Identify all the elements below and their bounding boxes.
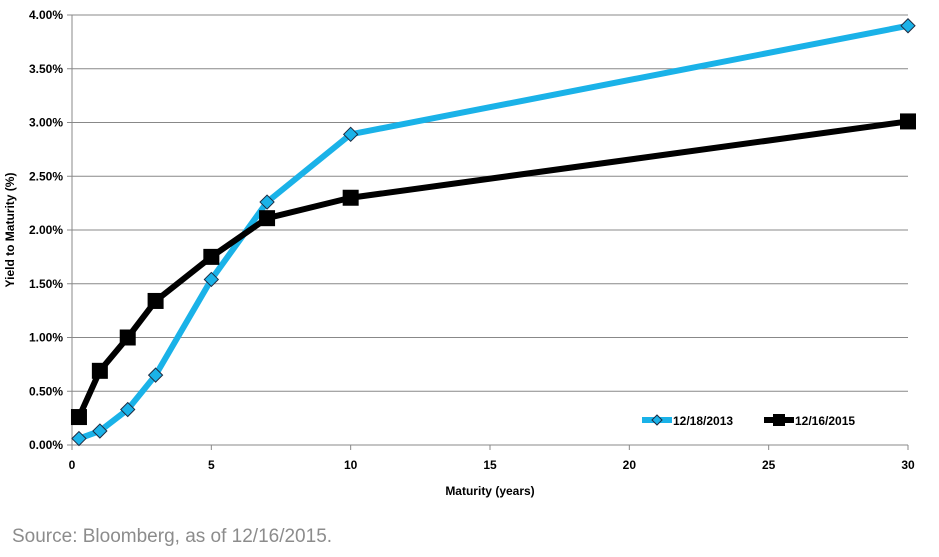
data-point <box>900 113 916 130</box>
yield-curve-chart: 0.00% 0.50% 1.00% 1.50% 2.00% 2.50% 3.00% 3.50%… <box>3 8 916 498</box>
legend-label: 12/18/2013 <box>673 414 733 428</box>
legend-marker <box>773 414 785 426</box>
data-point <box>120 401 136 418</box>
data-point <box>259 210 276 227</box>
series-line <box>75 118 911 421</box>
legend-item-1: 12/18/2013 <box>642 414 733 428</box>
x-axis-ticks: 0 5 10 15 20 25 30 <box>69 458 915 472</box>
data-point <box>900 18 916 34</box>
legend-label: 12/16/2015 <box>795 414 855 428</box>
y-axis-title: Yield to Maturity (%) <box>3 173 17 288</box>
data-point <box>203 248 220 265</box>
x-tick-label: 5 <box>208 458 215 472</box>
x-tick-label: 0 <box>69 458 76 472</box>
data-point <box>70 409 87 426</box>
y-tick-label: 1.50% <box>29 277 63 291</box>
data-point <box>119 329 136 346</box>
y-axis-ticks: 0.00% 0.50% 1.00% 1.50% 2.00% 2.50% 3.00% 3.50%… <box>29 8 63 452</box>
y-tick-label: 0.50% <box>29 384 63 398</box>
data-point <box>342 189 359 206</box>
legend: 12/18/2013 12/16/2015 <box>642 414 855 428</box>
x-axis-title: Maturity (years) <box>445 484 534 498</box>
data-point <box>91 362 108 379</box>
series-group <box>70 18 916 447</box>
x-tick-label: 30 <box>901 458 915 472</box>
y-tick-label: 3.00% <box>29 116 63 130</box>
y-tick-label: 1.00% <box>29 331 63 345</box>
data-point <box>92 423 108 439</box>
data-point <box>342 126 359 143</box>
y-tick-label: 0.00% <box>29 438 63 452</box>
data-point <box>147 367 164 383</box>
data-point <box>71 430 87 447</box>
legend-marker <box>651 414 663 426</box>
x-tick-label: 25 <box>762 458 776 472</box>
y-tick-label: 4.00% <box>29 8 63 22</box>
series-line <box>75 22 911 442</box>
series-1 <box>71 18 916 447</box>
x-tick-label: 10 <box>344 458 358 472</box>
source-note: Source: Bloomberg, as of 12/16/2015. <box>12 526 333 547</box>
x-tick-label: 20 <box>623 458 637 472</box>
series-2 <box>70 113 916 426</box>
y-tick-label: 3.50% <box>29 62 63 76</box>
data-point <box>203 271 220 288</box>
data-point <box>259 194 275 210</box>
legend-item-2: 12/16/2015 <box>764 414 855 428</box>
y-tick-label: 2.50% <box>29 169 63 183</box>
y-tick-label: 2.00% <box>29 223 63 237</box>
axes <box>67 14 909 450</box>
x-tick-label: 15 <box>483 458 497 472</box>
data-point <box>147 292 164 309</box>
grid-lines <box>72 14 908 392</box>
